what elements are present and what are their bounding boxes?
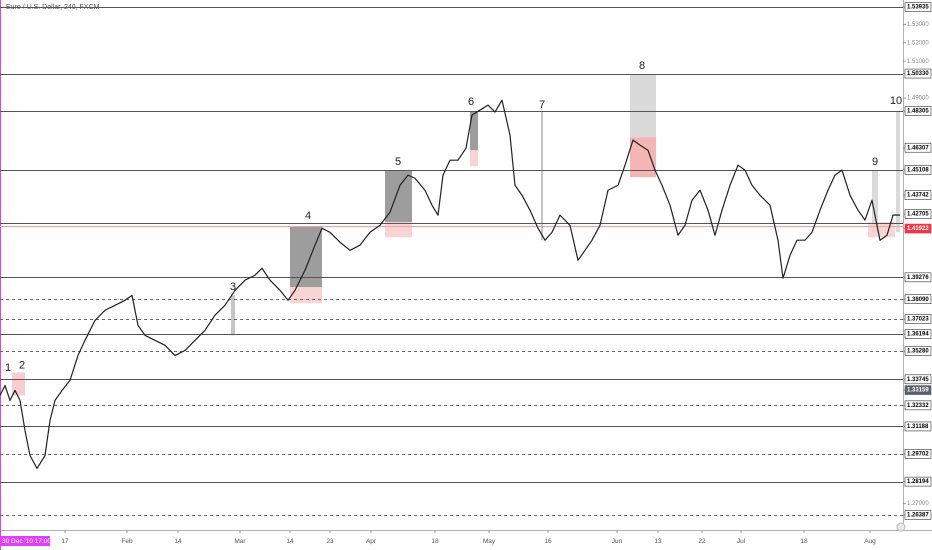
annotation: 4 [305, 210, 311, 222]
y-tick-label: 1.42705 [907, 212, 929, 218]
x-tick-label: Aug [864, 538, 876, 545]
x-tick-label: Jun [612, 538, 623, 545]
y-tick-label: 1.38090 [907, 297, 929, 303]
y-tick-label-bg [904, 294, 932, 304]
y-tick-label: 1.53000 [907, 22, 929, 28]
y-tick-label-bg [904, 385, 932, 395]
y-tick-label: 1.48305 [907, 108, 929, 114]
y-tick-label: 1.33159 [907, 388, 929, 394]
x-tick-label: 22 [698, 538, 706, 545]
zone [290, 226, 322, 288]
y-tick-label-bg [904, 346, 932, 356]
zone [896, 111, 900, 233]
annotation: 2 [19, 359, 25, 371]
x-tick-label: Jul [737, 538, 746, 545]
y-tick-label: 1.28194 [907, 479, 929, 485]
zone [630, 137, 656, 178]
settings-icon[interactable] [896, 522, 906, 532]
y-tick-label: 1.53935 [907, 5, 929, 11]
zone [868, 222, 895, 238]
x-tick-label: 13 [654, 538, 662, 545]
zone [630, 74, 656, 138]
x-tick-label: Feb [121, 538, 133, 545]
y-tick-label: 1.37023 [907, 316, 929, 322]
y-tick-label-bg [904, 106, 932, 116]
y-tick-label: 1.29702 [907, 451, 929, 457]
y-tick-label: 1.36194 [907, 332, 929, 338]
annotation: 5 [395, 156, 401, 168]
y-tick-label-bg [904, 421, 932, 432]
y-tick-label-bg [904, 2, 932, 12]
y-tick-label-bg [904, 190, 932, 200]
y-tick-label-bg [904, 314, 932, 324]
x-tick-label: 17 [61, 538, 69, 545]
x-tick-label: Apr [366, 538, 377, 545]
annotation: 7 [539, 99, 545, 111]
zones [12, 74, 900, 396]
y-tick-label-bg [904, 209, 932, 219]
y-tick-label: 1.39276 [907, 275, 929, 281]
y-tick-label-bg [904, 68, 932, 79]
annotation: 9 [872, 156, 878, 168]
y-tick-label-bg [904, 165, 932, 175]
series [0, 99, 900, 470]
y-tick-label: 1.52000 [907, 40, 929, 46]
x-tick-label: 23 [326, 538, 334, 545]
x-tick-label: 14 [286, 538, 294, 545]
y-tick-label: 1.49000 [907, 96, 929, 102]
y-tick-label: 1.33745 [907, 377, 929, 383]
annotation: 3 [230, 281, 236, 293]
chart-title: Euro / U.S. Dollar, 240, FXCM [6, 4, 100, 11]
y-tick-label: 1.50330 [907, 71, 929, 77]
y-tick-label: 1.35280 [907, 349, 929, 355]
y-tick-label: 1.26387 [907, 513, 929, 519]
y-tick-label-bg [904, 329, 932, 339]
annotation: 10 [890, 95, 902, 107]
x-tick-label: Mar [234, 538, 246, 545]
y-tick-label: 1.32332 [907, 403, 929, 409]
y-tick-label: 1.43742 [907, 193, 929, 199]
y-tick-label-bg [904, 142, 932, 153]
zone [541, 111, 543, 241]
y-tick-label-bg [904, 510, 932, 520]
y-tick-label: 1.46307 [907, 145, 929, 151]
annotation: 6 [468, 96, 474, 108]
start-label-bg [0, 536, 50, 546]
y-tick-label-bg [904, 400, 932, 411]
x-tick-label: 14 [174, 538, 182, 545]
y-tick-label: 1.31188 [907, 424, 929, 430]
x-tick-label: 16 [544, 538, 552, 545]
price-line [0, 99, 900, 470]
y-tick-label: 1.27000 [907, 501, 929, 507]
y-tick-label-bg [904, 272, 932, 283]
y-tick-label-bg [904, 449, 932, 459]
y-tick-label-bg [904, 374, 932, 385]
y-tick-label: 1.51000 [907, 59, 929, 65]
annotation: 8 [639, 60, 645, 72]
x-tick-label: 18 [800, 538, 808, 545]
levels [0, 7, 903, 516]
start-label: 30 Dec '10 17:00 [2, 538, 51, 545]
zone [470, 150, 478, 167]
zone [231, 295, 235, 336]
zone [470, 111, 478, 151]
x-tick-label: May [483, 538, 496, 545]
zone [12, 372, 25, 396]
zone [872, 170, 878, 233]
y-tick-label: 1.45108 [907, 167, 929, 173]
zone [385, 222, 412, 238]
y-tick-label-bg [904, 223, 932, 234]
x-tick-label: 18 [431, 538, 439, 545]
y-tick-label-bg [904, 476, 932, 487]
annotation: 1 [5, 362, 11, 374]
y-tick-label: 1.41922 [907, 226, 929, 232]
